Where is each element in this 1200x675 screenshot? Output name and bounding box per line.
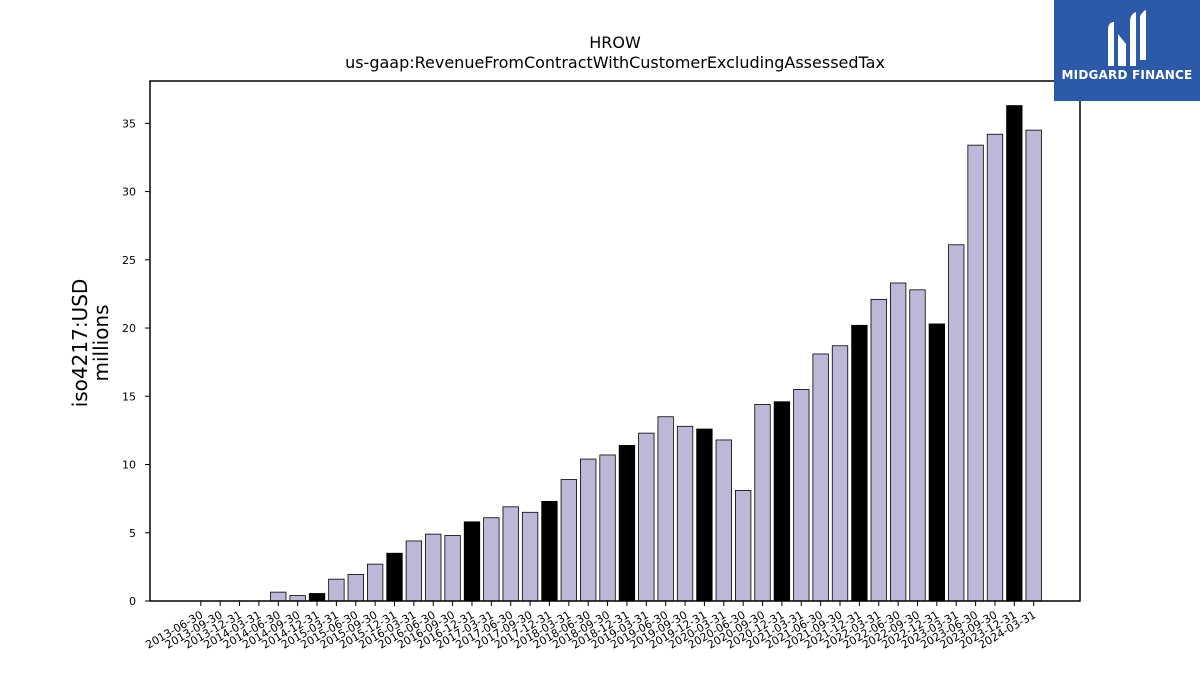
bar [812,353,829,602]
bar [889,282,907,602]
bar [676,425,694,602]
y-tick-label: 10 [122,459,136,472]
bar [444,535,461,602]
bar [967,144,984,602]
bar [715,439,732,602]
logo-text: MIDGARD FINANCE [1061,68,1193,82]
bar [793,389,810,602]
bar [618,445,636,602]
bar [909,289,926,602]
y-tick-label: 30 [122,186,136,199]
bar [405,540,423,602]
bar [1006,105,1023,602]
y-tick-label: 35 [122,117,136,130]
bar [773,401,791,602]
bar [386,552,403,602]
bar [831,345,849,602]
bar [289,595,306,602]
logo-mark-icon [1108,10,1146,66]
y-axis-label-line1: iso4217:USD [68,279,92,408]
bar [580,458,597,602]
y-tick-label: 5 [129,527,136,540]
bar [754,404,771,602]
bar [851,324,868,602]
bar [366,563,384,602]
plot-area: 051015202530352013-06-302013-09-302013-1… [122,105,1042,652]
bar [425,533,442,602]
y-tick-label: 20 [122,322,136,335]
bar [638,432,655,602]
bar [1025,129,1042,602]
bar [599,454,616,602]
bar [541,500,558,602]
y-tick-label: 0 [129,595,136,608]
bar [696,428,713,602]
bar [308,593,326,602]
midgard-finance-logo: MIDGARD FINANCE [1054,0,1200,101]
bar [928,323,946,602]
bar [521,511,539,602]
bar [948,244,965,602]
bar [735,490,752,602]
bar [347,573,364,602]
bar [657,416,674,602]
bar [463,521,481,602]
y-tick-label: 15 [122,390,136,403]
y-axis-label-line2: millions [89,304,113,381]
bar [483,517,500,602]
bar [560,479,577,602]
y-tick-label: 25 [122,254,136,267]
bar [270,591,287,602]
bar [502,506,519,602]
bar [870,298,887,602]
plot-frame [149,80,1081,602]
chart-title: HROW [589,33,641,52]
bar [986,133,1004,602]
chart-subtitle: us-gaap:RevenueFromContractWithCustomerE… [345,53,885,72]
bar [328,578,345,602]
